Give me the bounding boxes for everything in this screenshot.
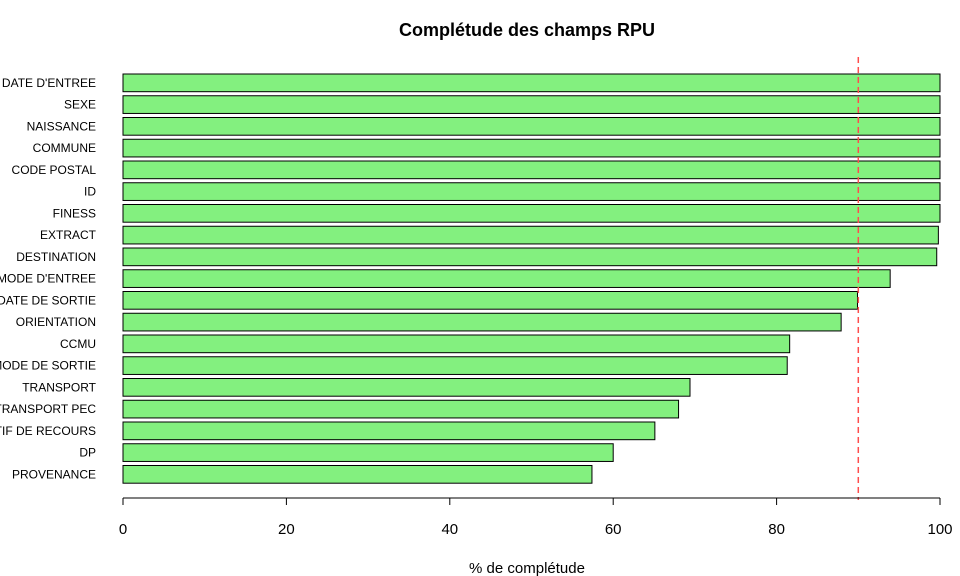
x-tick-label: 40 <box>441 521 458 538</box>
bar <box>122 204 941 223</box>
category-label: EXTRACT <box>40 228 97 242</box>
category-label: CODE POSTAL <box>12 163 97 177</box>
category-label: DESTINATION <box>16 250 96 264</box>
bar <box>122 443 614 462</box>
category-label: ID <box>84 185 96 199</box>
category-labels: DATE D'ENTREE SEXE NAISSANCE COMMUNE CODE PO… <box>0 76 97 482</box>
bar <box>122 117 941 136</box>
category-label: COMMUNE <box>33 141 96 155</box>
category-label: SEXE <box>64 98 96 112</box>
category-label: PROVENANCE <box>12 467 96 481</box>
category-label: TRANSPORT PEC <box>0 402 96 416</box>
bar <box>122 356 788 375</box>
bar <box>122 465 593 484</box>
category-label: MOTIF DE RECOURS <box>0 424 96 438</box>
bar <box>122 269 891 288</box>
bar <box>122 73 941 93</box>
category-label: TRANSPORT <box>22 380 96 394</box>
bar <box>122 291 858 310</box>
bar <box>122 399 680 419</box>
x-tick-label: 20 <box>278 521 295 538</box>
x-tick-label: 100 <box>927 521 952 538</box>
bars-group <box>122 73 941 484</box>
bar <box>122 334 791 354</box>
x-tick-label: 60 <box>605 521 622 538</box>
category-label: NAISSANCE <box>27 119 96 133</box>
category-label: FINESS <box>53 206 96 220</box>
x-tick-label: 80 <box>768 521 785 538</box>
bar <box>122 95 941 114</box>
category-label: DATE DE SORTIE <box>0 293 96 307</box>
category-label: CCMU <box>60 337 96 351</box>
category-label: ORIENTATION <box>16 315 96 329</box>
x-axis-label: % de complétude <box>469 560 585 576</box>
bar <box>122 421 656 441</box>
bar <box>122 160 941 180</box>
bar <box>122 378 691 397</box>
bar <box>122 247 938 267</box>
category-label: MODE D'ENTREE <box>0 272 96 286</box>
x-tick-label: 0 <box>119 521 127 538</box>
bar <box>122 312 842 332</box>
bar <box>122 225 939 245</box>
category-label: DP <box>79 446 96 460</box>
bar <box>122 182 941 201</box>
category-label: MODE DE SORTIE <box>0 359 96 373</box>
bar <box>122 138 941 158</box>
category-label: DATE D'ENTREE <box>2 76 96 90</box>
x-axis: 0 20 40 60 80 100 <box>119 497 953 538</box>
chart-title: Complétude des champs RPU <box>399 20 655 40</box>
